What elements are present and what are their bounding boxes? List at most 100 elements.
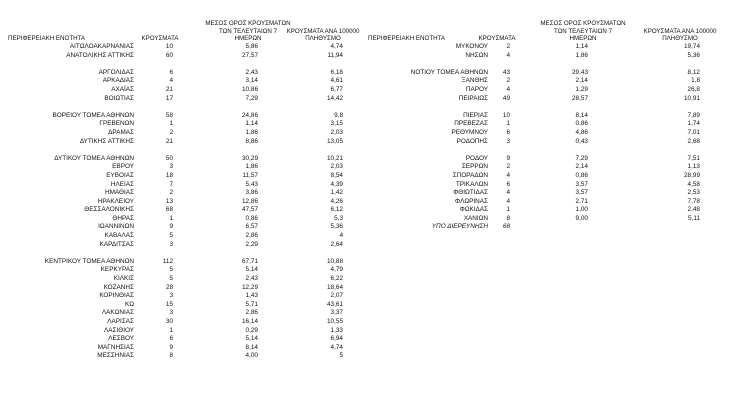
avg7-value: 24,86: [242, 111, 258, 119]
region-name: ΑΡΓΟΛΙΔΑΣ: [98, 68, 134, 76]
cases-value: 18: [165, 171, 173, 179]
region-name: ΦΛΩΡΙΝΑΣ: [454, 197, 488, 205]
region-name: ΕΥΒΟΙΑΣ: [106, 171, 134, 179]
table-row: ΜΑΓΝΗΣΙΑΣ 9 8,14 4,74: [8, 344, 365, 353]
region-name: ΔΥΤΙΚΗΣ ΑΤΤΙΚΗΣ: [79, 137, 134, 145]
cases-value: 4: [506, 197, 510, 205]
region-name: ΝΟΤΙΟΥ ΤΟΜΕΑ ΑΘΗΝΩΝ: [410, 68, 488, 76]
cases-value: 4: [506, 171, 510, 179]
avg7-value: 1,14: [245, 120, 258, 128]
per100k-value: 7,01: [687, 128, 700, 136]
per100k-value: 1,13: [687, 163, 700, 171]
cases-value: 2: [506, 77, 510, 85]
avg7-value: 8,14: [575, 111, 588, 119]
cases-value: 3: [169, 240, 173, 248]
cases-value: 4: [506, 85, 510, 93]
region-name: ΞΑΝΘΗΣ: [461, 77, 488, 85]
avg7-value: 7,29: [245, 94, 258, 102]
table-row: ΣΕΡΡΩΝ 2 2,14 1,13: [368, 163, 730, 172]
region-name: ΡΟΔΟΥ: [465, 154, 488, 162]
region-name: ΡΟΔΟΠΗΣ: [456, 137, 488, 145]
cases-value: 7: [169, 180, 173, 188]
cases-value: 6: [506, 128, 510, 136]
region-name: ΠΙΕΡΙΑΣ: [463, 111, 488, 119]
cases-value: 15: [165, 300, 173, 308]
avg7-value: 29,43: [572, 68, 588, 76]
spacer-row: [368, 146, 730, 155]
per100k-value: 5,36: [687, 51, 700, 59]
per100k-value: 11,94: [327, 51, 343, 59]
per100k-value: 26,8: [687, 85, 700, 93]
table-row: ΝΗΣΩΝ 4 1,86 5,36: [368, 52, 730, 61]
avg7-value: 5,14: [245, 266, 258, 274]
table-row: ΛΑΚΩΝΙΑΣ 3 2,86 3,37: [8, 309, 365, 318]
avg7-value: 5,86: [245, 43, 258, 50]
cases-value: 9: [169, 223, 173, 231]
cases-value: 1: [169, 120, 173, 128]
per100k-value: 7,89: [687, 111, 700, 119]
table-row: ΡΟΔΟΠΗΣ 3 0,43 2,68: [368, 138, 730, 147]
cases-value: 50: [165, 154, 173, 162]
avg7-value: 2,71: [575, 197, 588, 205]
region-name: ΚΩ: [124, 300, 134, 308]
per100k-value: 14,42: [327, 94, 343, 102]
cases-value: 2: [506, 43, 510, 50]
avg7-value: 28,57: [572, 94, 588, 102]
region-name: ΜΥΚΟΝΟΥ: [455, 43, 488, 50]
avg7-value: 8,86: [245, 137, 258, 145]
avg7-value: 2,29: [245, 240, 258, 248]
cases-value: 9: [506, 154, 510, 162]
region-name: ΛΑΡΙΣΑΣ: [107, 318, 134, 325]
table-row: ΚΑΡΔΙΤΣΑΣ 3 2,29 2,64: [8, 241, 365, 250]
per100k-value: 1,42: [330, 189, 343, 197]
cases-value: 49: [502, 94, 510, 102]
region-name: ΑΙΤΩΛΟΑΚΑΡΝΑΝΙΑΣ: [69, 43, 134, 50]
avg7-value: 1,14: [575, 43, 588, 50]
per100k-value: 13,05: [327, 137, 343, 145]
per100k-value: 4,58: [687, 180, 700, 188]
region-name: ΗΡΑΚΛΕΙΟΥ: [97, 197, 134, 205]
per100k-value: 10,55: [327, 318, 343, 325]
cases-value: 60: [165, 51, 173, 59]
table-row: ΚΩ 15 5,71 43,61: [8, 301, 365, 310]
cases-value: 43: [502, 68, 510, 76]
avg7-value: 47,57: [242, 206, 258, 214]
per100k-value: 5: [339, 352, 343, 360]
table-row: ΚΟΡΙΝΘΙΑΣ 3 1,43 2,07: [8, 292, 365, 301]
avg7-value: 3,86: [245, 189, 258, 197]
region-name: ΚΕΡΚΥΡΑΣ: [100, 266, 134, 274]
spacer-row: [368, 60, 730, 69]
per100k-value: 2,53: [687, 189, 700, 197]
region-name: ΦΩΚΙΔΑΣ: [459, 206, 488, 214]
per100k-value: 8,12: [687, 68, 700, 76]
table-row: ΠΕΙΡΑΙΩΣ 49 28,57 10,91: [368, 95, 730, 104]
region-name: ΘΕΣΣΑΛΟΝΙΚΗΣ: [84, 206, 134, 214]
region-name: ΚΑΒΑΛΑΣ: [104, 232, 134, 240]
per100k-value: 5,36: [330, 223, 343, 231]
table-row: ΧΑΝΙΩΝ 8 9,00 5,11: [368, 215, 730, 224]
region-name: ΣΕΡΡΩΝ: [461, 163, 488, 171]
table-row: ΚΙΛΚΙΣ 5 2,43 6,22: [8, 275, 365, 284]
table-row: ΚΕΡΚΥΡΑΣ 5 5,14 4,79: [8, 266, 365, 275]
table-row: ΡΟΔΟΥ 9 7,29 7,51: [368, 155, 730, 164]
cases-value: 3: [169, 292, 173, 300]
spacer-row: [368, 103, 730, 112]
table-row: ΦΛΩΡΙΝΑΣ 4 2,71 7,78: [368, 198, 730, 207]
right-table-header: ΠΕΡΙΦΕΡΕΙΑΚΗ ΕΝΟΤΗΤΑ ΚΡΟΥΣΜΑΤΑ ΜΕΣΟΣ ΟΡΟ…: [368, 18, 730, 43]
table-row: ΔΡΑΜΑΣ 2 1,86 2,03: [8, 129, 365, 138]
per100k-value: 4,39: [330, 180, 343, 188]
cases-value: 68: [165, 206, 173, 214]
avg7-value: 7,29: [575, 154, 588, 162]
table-row: ΚΕΝΤΡΙΚΟΥ ΤΟΜΕΑ ΑΘΗΝΩΝ 112 67,71 10,88: [8, 258, 365, 267]
avg7-value: 10,86: [242, 85, 258, 93]
cases-value: 17: [165, 94, 173, 102]
avg7-value: 2,14: [575, 77, 588, 85]
per100k-value: 6,22: [330, 275, 343, 283]
table-row: ΚΑΒΑΛΑΣ 5 2,86 4: [8, 232, 365, 241]
table-row: ΦΩΚΙΔΑΣ 1 1,00 2,48: [368, 206, 730, 215]
cases-value: 10: [502, 111, 510, 119]
table-row: ΗΛΕΙΑΣ 7 5,43 4,39: [8, 181, 365, 190]
region-name: ΛΕΣΒΟΥ: [108, 335, 134, 343]
avg7-value: 12,29: [242, 283, 258, 291]
cases-value: 1: [169, 214, 173, 222]
